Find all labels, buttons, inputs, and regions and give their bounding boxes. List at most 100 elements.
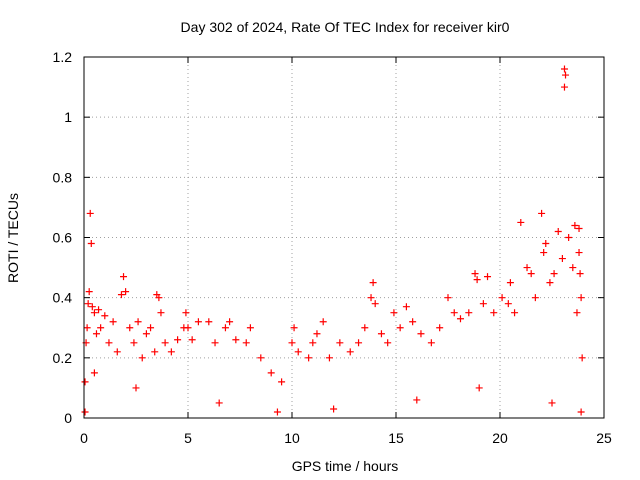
data-point [578, 354, 586, 362]
data-point [90, 309, 98, 317]
data-point [81, 408, 89, 416]
data-point [101, 312, 109, 320]
data-point [87, 240, 95, 248]
data-point [226, 318, 234, 326]
data-point [188, 336, 196, 344]
data-point [546, 279, 554, 287]
data-point [319, 318, 327, 326]
data-point [554, 227, 562, 235]
data-point [184, 324, 192, 332]
data-point [562, 71, 570, 79]
data-point [576, 270, 584, 278]
data-point [577, 408, 585, 416]
y-tick-label: 0.4 [53, 290, 73, 306]
data-point [309, 339, 317, 347]
data-points [81, 65, 586, 416]
data-point [95, 306, 103, 314]
data-point [134, 318, 142, 326]
data-point [267, 369, 275, 377]
data-point [221, 324, 229, 332]
x-axis-label: GPS time / hours [292, 458, 399, 474]
y-tick-label: 1 [64, 109, 72, 125]
data-point [211, 339, 219, 347]
data-point [105, 339, 113, 347]
x-tick-label: 0 [80, 430, 88, 446]
x-tick-label: 25 [596, 430, 612, 446]
x-tick-label: 10 [284, 430, 300, 446]
data-point [384, 339, 392, 347]
data-point [88, 303, 96, 311]
grid-lines [84, 57, 604, 418]
y-tick-label: 0.6 [53, 230, 73, 246]
data-point [498, 294, 506, 302]
data-point [523, 264, 531, 272]
data-point [558, 255, 566, 263]
data-point [305, 354, 313, 362]
data-point [565, 234, 573, 241]
data-point [90, 369, 98, 377]
data-point [290, 324, 298, 332]
data-point [390, 309, 398, 317]
data-point [409, 318, 417, 326]
data-point [117, 291, 125, 299]
data-point [246, 324, 254, 332]
y-tick-label: 1.2 [53, 49, 73, 65]
data-point [130, 339, 138, 347]
data-point [313, 330, 321, 338]
data-point [138, 354, 146, 362]
data-point [542, 240, 550, 248]
data-point [377, 330, 385, 338]
data-point [371, 300, 379, 308]
y-tick-label: 0.8 [53, 169, 73, 185]
data-point [294, 348, 302, 356]
data-point [506, 279, 514, 287]
data-point [92, 330, 100, 338]
data-point [355, 339, 363, 347]
x-tick-label: 5 [184, 430, 192, 446]
data-point [167, 348, 175, 356]
data-point [571, 221, 579, 229]
data-point [151, 348, 159, 356]
data-point [257, 354, 265, 362]
x-tick-label: 20 [492, 430, 508, 446]
data-point [479, 300, 487, 308]
data-point [278, 378, 286, 386]
data-point [413, 396, 421, 404]
data-point [232, 336, 240, 344]
y-axis-label: ROTI / TECUs [5, 193, 21, 283]
data-point [450, 309, 458, 317]
data-point [575, 249, 583, 257]
data-point [396, 324, 404, 332]
data-point [475, 384, 483, 392]
data-point [490, 309, 498, 317]
data-point [161, 339, 169, 347]
data-point [346, 348, 354, 356]
data-point [465, 309, 473, 317]
data-point [157, 309, 165, 317]
data-point [517, 218, 525, 226]
data-point [147, 324, 155, 332]
data-point [120, 273, 128, 281]
data-point [402, 303, 410, 311]
data-point [361, 324, 369, 332]
data-point [569, 264, 577, 272]
data-point [113, 348, 121, 356]
data-point [417, 330, 425, 338]
data-point [325, 354, 333, 362]
data-point [548, 399, 556, 407]
data-point [531, 294, 539, 302]
data-point [436, 324, 444, 332]
data-point [97, 324, 105, 332]
axis-ticks [83, 56, 605, 419]
data-point [560, 83, 568, 91]
data-point [242, 339, 250, 347]
data-point [155, 294, 163, 302]
data-point [174, 336, 182, 344]
data-point [86, 209, 94, 217]
y-tick-label: 0 [64, 410, 72, 426]
data-point [126, 324, 134, 332]
data-point [527, 270, 535, 278]
data-point [182, 309, 190, 317]
data-point [142, 330, 150, 338]
